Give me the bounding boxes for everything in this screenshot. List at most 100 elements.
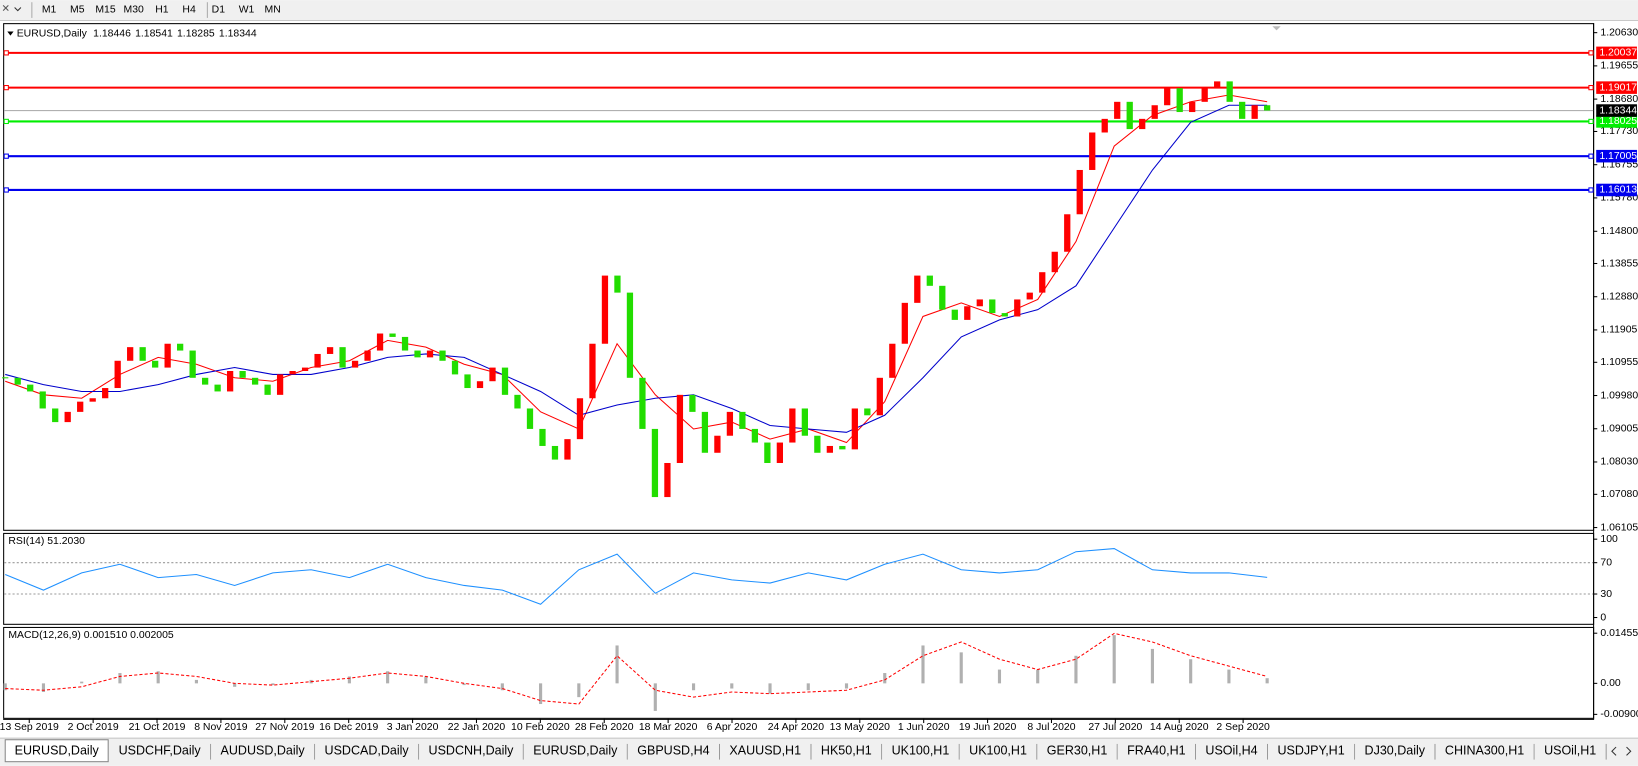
chart-tab[interactable]: USDCNH,Daily — [419, 741, 524, 761]
timeframe-button[interactable]: H1 — [155, 4, 169, 15]
candle — [201, 377, 209, 385]
candle — [239, 370, 246, 378]
tab-label[interactable]: CHINA300,H1 — [1445, 744, 1524, 758]
tab-label[interactable]: USDJPY,H1 — [1277, 744, 1344, 758]
tab-bg — [1355, 741, 1435, 761]
chart-tab[interactable]: USDJPY,H1 — [1268, 741, 1356, 761]
tab-scroll[interactable] — [1626, 746, 1632, 756]
tab-label[interactable]: USDCAD,Daily — [325, 744, 410, 758]
chart-tab[interactable]: UK100,H1 — [959, 741, 1038, 761]
chart-tab[interactable]: CHINA300,H1 — [1435, 741, 1535, 761]
level-label: 1.16013 — [1599, 185, 1637, 196]
timeframe-button[interactable]: M15 — [95, 4, 115, 15]
candle — [1051, 251, 1058, 273]
tab-label[interactable]: EURUSD,Daily — [15, 744, 100, 758]
tab-label[interactable]: HK50,H1 — [821, 744, 872, 758]
level-handle — [3, 50, 9, 56]
toolbar-dropdown[interactable] — [14, 7, 22, 12]
y-tick-label: 1.20630 — [1600, 27, 1638, 38]
candle — [714, 435, 721, 453]
candle — [451, 360, 459, 375]
candle — [152, 360, 159, 368]
rsi-line — [5, 548, 1268, 605]
tab-bg — [811, 741, 882, 761]
candle — [127, 347, 134, 361]
chart-tab[interactable]: GER30,H1 — [1037, 741, 1118, 761]
chart-tab[interactable]: AUDUSD,Daily — [211, 741, 316, 761]
candle — [1201, 88, 1208, 102]
tab-label[interactable]: UK100,H1 — [969, 744, 1027, 758]
chart-tab[interactable]: DJ30,Daily — [1355, 741, 1436, 761]
chart-tab[interactable]: HK50,H1 — [811, 741, 883, 761]
timeframe-button[interactable]: M1 — [42, 4, 57, 15]
tab-label[interactable]: XAUUSD,H1 — [729, 744, 801, 758]
level-label: 1.19017 — [1599, 82, 1637, 93]
toolbar — [0, 0, 1638, 20]
chart-tab[interactable]: USOil,H1 — [1534, 741, 1607, 761]
candle — [551, 445, 559, 460]
tab-label[interactable]: USOil,H4 — [1205, 744, 1257, 758]
time-label: 16 Dec 2019 — [319, 722, 378, 733]
chart-tab[interactable]: EURUSD,Daily — [4, 739, 109, 763]
y-tick-label: 1.09980 — [1600, 390, 1638, 401]
chart-menu-arrow[interactable] — [7, 31, 14, 36]
timeframe-button[interactable]: M5 — [70, 4, 85, 15]
chart-tab[interactable]: USDCHF,Daily — [109, 741, 212, 761]
level-label: 1.18025 — [1599, 116, 1637, 127]
chart-tab[interactable]: UK100,H1 — [882, 741, 960, 761]
candle — [514, 394, 521, 409]
chart-tab[interactable]: GBPUSD,H4 — [627, 741, 721, 761]
tab-label[interactable]: USDCNH,Daily — [429, 744, 515, 758]
tab-label[interactable]: UK100,H1 — [892, 744, 950, 758]
tab-label[interactable]: GER30,H1 — [1047, 744, 1108, 758]
timeframe-button[interactable]: H4 — [182, 4, 196, 15]
tab-label[interactable]: EURUSD,Daily — [533, 744, 618, 758]
tab-label[interactable]: DJ30,Daily — [1365, 744, 1426, 758]
tab-bg — [315, 741, 419, 761]
toolbar-icon[interactable] — [2, 4, 9, 11]
tab-label[interactable]: USOil,H1 — [1544, 744, 1596, 758]
quote-value: 1.18541 — [135, 28, 173, 39]
time-label: 2 Oct 2019 — [68, 722, 119, 733]
candle — [826, 445, 833, 453]
timeframe-button[interactable]: M30 — [124, 4, 144, 15]
candle — [814, 435, 821, 453]
tab-label[interactable]: AUDUSD,Daily — [221, 744, 306, 758]
time-label: 13 May 2020 — [830, 722, 891, 733]
chart-tab[interactable]: USDCAD,Daily — [315, 741, 420, 761]
candle — [914, 275, 921, 303]
tab-bg — [523, 741, 627, 761]
chart-tab[interactable]: XAUUSD,H1 — [720, 741, 812, 761]
time-label: 13 Sep 2019 — [0, 722, 59, 733]
time-label: 10 Feb 2020 — [511, 722, 570, 733]
chart-tab[interactable]: EURUSD,Daily — [523, 741, 628, 761]
chart-tab[interactable]: FRA40,H1 — [1117, 741, 1197, 761]
tab-bg — [1435, 741, 1534, 761]
candle — [489, 367, 496, 382]
current-price-label: 1.18344 — [1599, 105, 1637, 116]
candle — [976, 299, 983, 307]
level-handle — [1588, 50, 1594, 56]
candle — [189, 350, 196, 378]
candle — [139, 347, 146, 361]
current-price-bg — [1596, 104, 1637, 117]
chart-tab[interactable]: USOil,H4 — [1196, 741, 1269, 761]
candle — [1076, 169, 1083, 215]
timeframe-button[interactable]: W1 — [239, 4, 255, 15]
candle — [177, 343, 184, 351]
tab-label[interactable]: FRA40,H1 — [1127, 744, 1185, 758]
tab-bg — [1268, 741, 1355, 761]
time-label: 21 Oct 2019 — [129, 722, 186, 733]
tab-bg — [4, 739, 109, 763]
timeframe-button[interactable]: D1 — [212, 4, 226, 15]
candle — [789, 408, 796, 443]
y-tick-label: -0.009001 — [1600, 709, 1638, 720]
timeframe-button[interactable]: MN — [265, 4, 281, 15]
time-label: 22 Jan 2020 — [448, 722, 506, 733]
tab-label[interactable]: USDCHF,Daily — [119, 744, 202, 758]
tab-label[interactable]: GBPUSD,H4 — [637, 744, 709, 758]
tab-scroll[interactable] — [1611, 746, 1617, 756]
candle — [964, 306, 971, 320]
moving-average — [5, 104, 1268, 433]
y-tick-label: 0.00 — [1600, 678, 1621, 689]
